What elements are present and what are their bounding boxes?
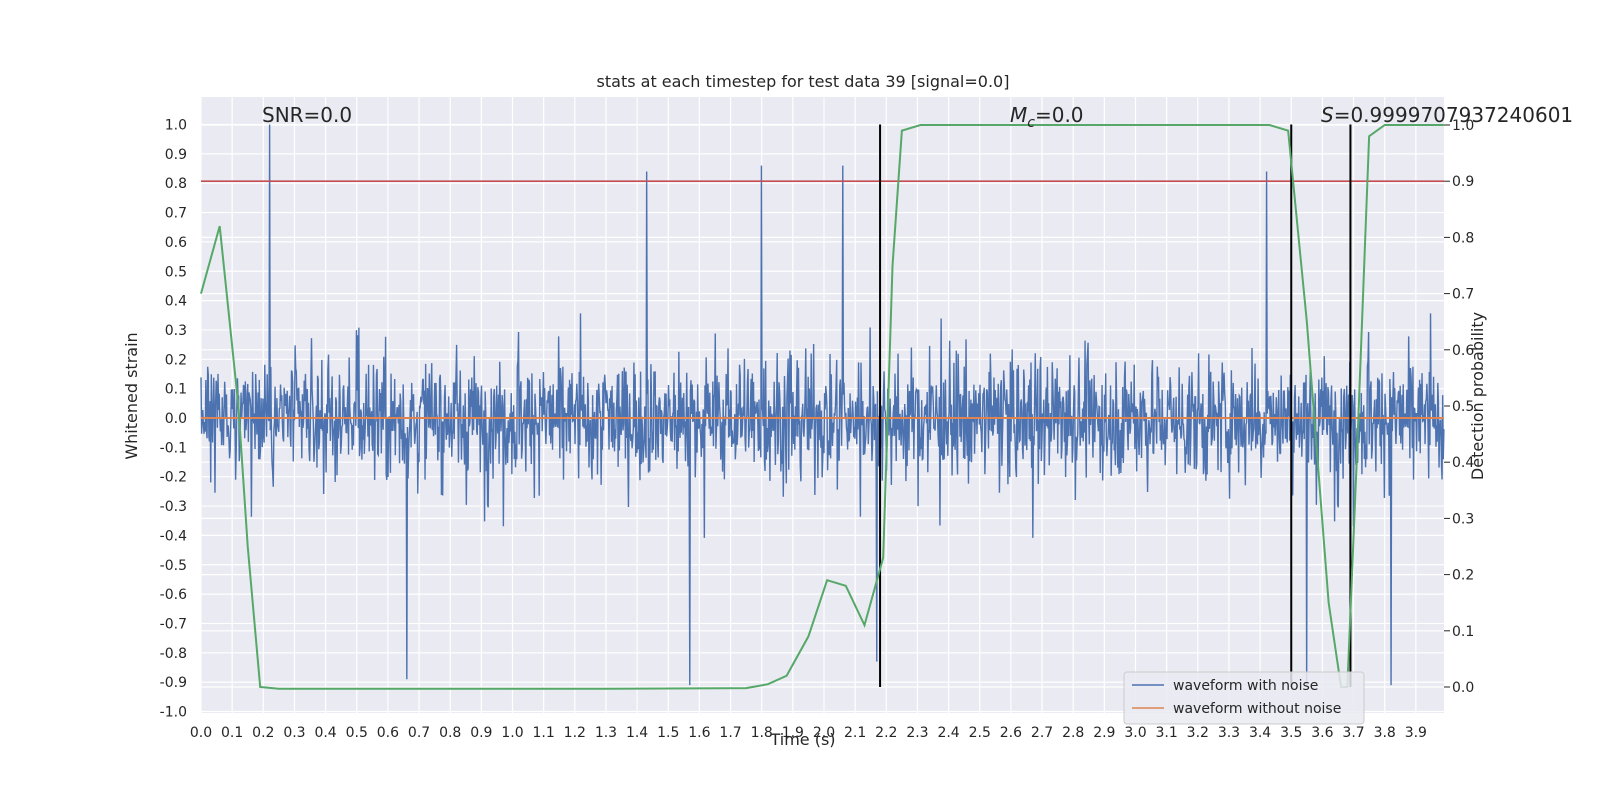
y2-tick-label: 0.0 [1452,680,1474,696]
y2-tick-label: 0.5 [1452,399,1474,415]
x-tick-label: 1.4 [626,725,648,741]
x-tick-label: 3.1 [1156,725,1178,741]
x-tick-label: 1.7 [719,725,741,741]
x-tick-label: 3.6 [1311,725,1333,741]
y-tick-label: -0.4 [160,528,187,544]
x-tick-label: 1.1 [533,725,555,741]
legend: waveform with noise waveform without noi… [1123,671,1365,725]
y-tick-label: -0.3 [160,499,187,515]
legend-label-without-noise: waveform without noise [1173,701,1341,717]
y-tick-label: 0.2 [165,352,187,368]
x-tick-label: 2.1 [844,725,866,741]
x-tick-label: 2.0 [813,725,835,741]
x-tick-label: 0.9 [470,725,492,741]
legend-box [1123,671,1365,725]
x-tick-label: 0.6 [377,725,399,741]
chirp-mass-subscript: c [1027,115,1035,131]
x-tick-label: 1.3 [595,725,617,741]
x-tick-label: 2.4 [937,725,959,741]
chirp-mass-symbol: M [1010,103,1027,127]
s-value: =0.9999707937240601 [1334,103,1573,127]
y2-tick-label: 0.8 [1452,230,1474,246]
y2-tick-label: 0.2 [1452,568,1474,584]
x-tick-label: 2.6 [1000,725,1022,741]
waveform-with-noise-line [200,124,1445,686]
y-axis-label: Whitened strain [122,332,141,459]
x-tick-label: 0.5 [346,725,368,741]
y-tick-label: 0.7 [165,206,187,222]
x-tick-label: 1.6 [688,725,710,741]
y2-tick-label: 0.1 [1452,624,1474,640]
x-tick-label: 2.8 [1062,725,1084,741]
x-tick-label: 1.2 [564,725,586,741]
x-tick-label: 0.4 [314,725,336,741]
x-tick-label: 3.7 [1342,725,1364,741]
x-tick-label: 2.2 [875,725,897,741]
x-tick-label: 3.5 [1280,725,1302,741]
y-tick-label: -0.8 [160,646,187,662]
x-tick-label: 0.7 [408,725,430,741]
x-axis-ticks: 0.0 0.1 0.2 0.3 0.4 0.5 0.6 0.7 0.8 0.9 1.0 1.1 1.2 1… [190,725,1427,741]
y-tick-label: -0.7 [160,616,187,632]
y2-tick-label: 0.9 [1452,174,1474,190]
y2-axis-label: Detection probability [1468,312,1487,480]
y2-tick-label: 0.7 [1452,287,1474,303]
x-tick-label: 2.7 [1031,725,1053,741]
x-tick-label: 3.3 [1218,725,1240,741]
x-tick-label: 0.1 [221,725,243,741]
y-tick-label: 0.9 [165,147,187,163]
x-tick-label: 3.9 [1405,725,1427,741]
chirp-mass-value: =0.0 [1035,103,1084,127]
x-tick-label: 3.8 [1374,725,1396,741]
x-tick-label: 1.9 [782,725,804,741]
y-tick-label: 0.0 [165,411,187,427]
chirp-mass-annotation: Mc=0.0 [1010,103,1084,131]
legend-label-with-noise: waveform with noise [1173,678,1318,694]
y-axis-ticks: -1.0 -0.9 -0.8 -0.7 -0.6 -0.5 -0.4 -0.3 -0.2 -0.1… [160,118,187,721]
x-tick-label: 1.8 [751,725,773,741]
x-axis-label: Time (s) [769,730,835,749]
snr-annotation: SNR=0.0 [262,103,352,127]
y-tick-label: 0.1 [165,382,187,398]
y-tick-label: -0.6 [160,587,187,603]
x-tick-label: 2.9 [1093,725,1115,741]
s-symbol: S [1321,103,1334,127]
chart-title: stats at each timestep for test data 39 … [597,72,1010,91]
x-tick-label: 3.2 [1187,725,1209,741]
y-tick-label: -0.1 [160,440,187,456]
y2-tick-label: 0.4 [1452,455,1474,471]
y2-tick-label: 0.3 [1452,511,1474,527]
y-tick-label: 0.8 [165,176,187,192]
x-tick-label: 0.3 [283,725,305,741]
y-tick-label: -0.9 [160,675,187,691]
y-tick-label: 1.0 [165,118,187,134]
x-tick-label: 1.0 [501,725,523,741]
y-tick-label: 0.3 [165,323,187,339]
x-tick-label: 0.2 [252,725,274,741]
x-tick-label: 0.0 [190,725,212,741]
y2-tick-label: 0.6 [1452,343,1474,359]
y-tick-label: 0.5 [165,264,187,280]
s-annotation: S=0.9999707937240601 [1321,103,1573,127]
y2-axis-ticks: 0.0 0.1 0.2 0.3 0.4 0.5 0.6 0.7 0.8 0.9 1.0 [1444,118,1474,696]
y-tick-label: 0.4 [165,294,187,310]
y-tick-label: 0.6 [165,235,187,251]
x-tick-label: 1.5 [657,725,679,741]
y-tick-label: -0.5 [160,558,187,574]
y-tick-label: -0.2 [160,470,187,486]
x-tick-label: 0.8 [439,725,461,741]
y-tick-label: -1.0 [160,705,187,721]
x-tick-label: 3.0 [1124,725,1146,741]
y2-tick-label: 1.0 [1452,118,1474,134]
x-tick-label: 3.4 [1249,725,1271,741]
x-tick-label: 2.3 [906,725,928,741]
x-tick-label: 2.5 [969,725,991,741]
series-waveform-with-noise [200,124,1445,686]
